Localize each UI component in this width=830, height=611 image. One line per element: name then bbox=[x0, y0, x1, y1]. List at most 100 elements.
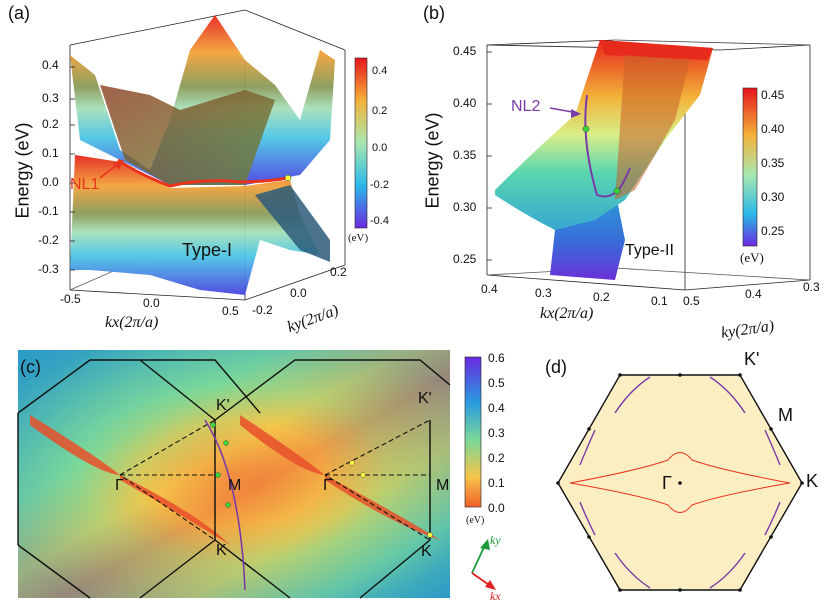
ytick-label: 0.0 bbox=[42, 175, 59, 189]
panel-b: (b) Energy (eV) 0.45 0.40 0.35 0.30 0.25… bbox=[415, 0, 830, 342]
point-k-prime: K' bbox=[418, 390, 432, 407]
panel-c-nl2-curve bbox=[204, 419, 246, 591]
colorbar-tick: 0.1 bbox=[488, 476, 505, 490]
panel-b-kx-label: kx(2π/a) bbox=[540, 305, 594, 322]
panel-b-plot bbox=[486, 39, 811, 291]
nl2-label: NL2 bbox=[511, 98, 541, 115]
panel-a-upper-band bbox=[70, 15, 335, 185]
panel-d-plot bbox=[556, 373, 804, 592]
ky-axis-label: ky bbox=[490, 533, 501, 547]
panel-c: (c) Γ Γ K' K' M M K K 0.6 0.5 0.4 0.3 0.… bbox=[0, 345, 530, 611]
ytick-label: 0.25 bbox=[453, 252, 477, 266]
ytick-label: 0.30 bbox=[453, 200, 477, 214]
ytick-label: -0.2 bbox=[38, 233, 59, 247]
panel-c-markers bbox=[210, 422, 433, 538]
panel-b-colorbar bbox=[742, 87, 758, 247]
panel-c-dashed-path bbox=[119, 419, 431, 542]
ky-tick-label: 0.3 bbox=[803, 280, 820, 294]
colorbar-tick: 0.35 bbox=[761, 156, 785, 170]
ky-tick-label: 0.2 bbox=[330, 265, 347, 279]
panel-b-y-axis-label: Energy (eV) bbox=[422, 112, 443, 209]
ytick-label: -0.3 bbox=[38, 262, 59, 276]
panel-c-colorbar-unit: (eV) bbox=[466, 515, 485, 526]
type-ii-label: Type-II bbox=[625, 242, 674, 259]
point-gamma: Γ bbox=[662, 473, 672, 493]
colorbar-tick: 0.40 bbox=[761, 122, 785, 136]
gamma-point bbox=[678, 481, 682, 485]
panel-a-lower-dark bbox=[255, 185, 330, 262]
panel-b-yticks bbox=[487, 51, 492, 261]
panel-a-kx-label: kx(2π/a) bbox=[105, 314, 159, 331]
ytick-label: 0.4 bbox=[42, 58, 59, 72]
ytick-label: 0.35 bbox=[453, 148, 477, 162]
point-m: M bbox=[778, 405, 793, 425]
panel-c-bz-hexagons bbox=[17, 359, 451, 599]
panel-c-red-valleys bbox=[30, 415, 440, 545]
panel-d: (d) K' M K Γ bbox=[540, 345, 830, 611]
point-gamma: Γ bbox=[323, 477, 332, 494]
ytick-label: 0.2 bbox=[42, 117, 59, 131]
ky-tick-label: 0.5 bbox=[683, 294, 700, 308]
point-k: K bbox=[806, 471, 819, 491]
nl2-line bbox=[584, 94, 631, 198]
ky-tick-label: 0.0 bbox=[290, 286, 307, 300]
kx-axis-label: kx bbox=[490, 589, 501, 603]
nl1-line bbox=[117, 158, 289, 188]
type-i-label: Type-I bbox=[182, 240, 233, 260]
panel-a-y-axis-label: Energy (eV) bbox=[12, 122, 33, 219]
point-gamma: Γ bbox=[115, 477, 124, 494]
panel-a-colorbar-unit: (eV) bbox=[348, 232, 369, 244]
kx-tick-label: 0.1 bbox=[651, 294, 668, 308]
point-m: M bbox=[436, 477, 450, 494]
panel-c-colorbar bbox=[464, 356, 482, 508]
panel-a-yticks bbox=[70, 66, 75, 271]
panel-d-label: (d) bbox=[545, 357, 567, 377]
point-k: K bbox=[421, 543, 432, 560]
panel-c-plot bbox=[17, 350, 496, 599]
panel-b-label: (b) bbox=[423, 3, 445, 23]
kx-tick-label: 0.4 bbox=[481, 282, 498, 296]
colorbar-tick: 0.6 bbox=[488, 351, 505, 365]
bz-vertex-markers bbox=[556, 373, 804, 592]
ytick-label: 0.45 bbox=[453, 44, 477, 58]
panel-a-upper-band-dark bbox=[100, 85, 275, 185]
point-k-prime: K' bbox=[744, 349, 760, 369]
ytick-label: 0.40 bbox=[453, 96, 477, 110]
nl2-point-upper bbox=[582, 125, 590, 133]
colorbar-tick: 0.25 bbox=[761, 224, 785, 238]
nl2-point-lower bbox=[613, 187, 621, 195]
kx-tick-label: 0.0 bbox=[143, 296, 160, 310]
colorbar-tick: 0.3 bbox=[488, 426, 505, 440]
ytick-label: 0.1 bbox=[42, 146, 59, 160]
nl2-arrowhead bbox=[571, 109, 581, 118]
colorbar-tick: -0.4 bbox=[370, 215, 389, 227]
panel-b-upper-ridge bbox=[600, 40, 713, 60]
panel-b-colorbar-unit: (eV) bbox=[740, 250, 764, 265]
colorbar-tick: 0.2 bbox=[372, 105, 388, 117]
panel-c-map-overlay bbox=[18, 350, 450, 598]
ytick-label: -0.1 bbox=[38, 204, 59, 218]
kx-arrowhead bbox=[485, 580, 496, 590]
ky-arrowhead bbox=[480, 539, 490, 550]
kx-tick-label: 0.2 bbox=[593, 290, 610, 304]
colorbar-tick: 0.0 bbox=[488, 501, 505, 515]
colorbar-tick: 0.30 bbox=[761, 190, 785, 204]
colorbar-tick: 0.4 bbox=[372, 65, 388, 77]
nl1-label: NL1 bbox=[70, 176, 100, 193]
nl1-point bbox=[284, 174, 292, 182]
point-k: K bbox=[216, 542, 227, 559]
colorbar-tick: 0.45 bbox=[761, 88, 785, 102]
nl1-contour bbox=[569, 452, 791, 513]
colorbar-tick: -0.2 bbox=[370, 179, 389, 191]
colorbar-tick: 0.4 bbox=[488, 401, 505, 415]
nl2-contours bbox=[579, 376, 781, 589]
point-m: M bbox=[228, 477, 242, 494]
ytick-label: 0.3 bbox=[42, 91, 59, 105]
panel-c-label: (c) bbox=[20, 357, 41, 377]
panel-a-lower-band bbox=[70, 155, 320, 295]
colorbar-tick: 0.5 bbox=[488, 376, 505, 390]
panel-a-colorbar bbox=[354, 57, 368, 229]
nl1-arrowhead bbox=[113, 160, 123, 170]
kx-tick-label: 0.3 bbox=[535, 286, 552, 300]
panel-a: (a) Energy (eV) 0.4 0.3 0.2 0.1 0.0 -0.1… bbox=[0, 0, 415, 340]
